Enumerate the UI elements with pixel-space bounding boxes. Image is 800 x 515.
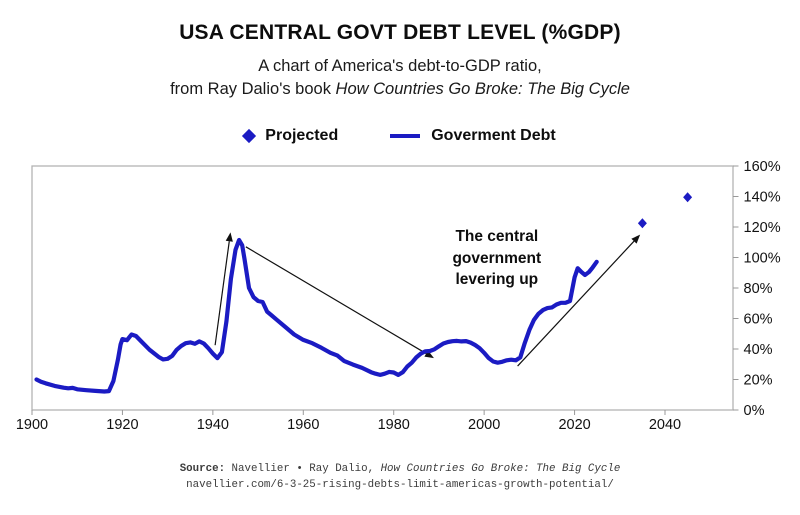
annotation-arrow-line (214, 241, 230, 346)
x-tick-label: 1920 (106, 417, 138, 433)
legend-item-projected: Projected (242, 127, 339, 145)
annotation-arrowhead (424, 350, 434, 359)
page-title: USA CENTRAL GOVT DEBT LEVEL (%GDP) (179, 21, 621, 44)
annotation-arrow-line (517, 240, 635, 367)
legend-label-government-debt: Goverment Debt (431, 127, 556, 144)
annotation-arrow-line (245, 246, 427, 355)
x-tick-label: 1960 (287, 417, 319, 433)
annotation-arrowhead (225, 232, 233, 242)
subtitle-line-2-text: from Ray Dalio's book (170, 80, 336, 98)
y-tick-label: 20% (744, 373, 773, 389)
source-text: Navellier • Ray Dalio, (225, 463, 381, 475)
x-tick-label: 2000 (468, 417, 500, 433)
subtitle-line-2: from Ray Dalio's book How Countries Go B… (0, 78, 800, 101)
source-label: Source: (179, 463, 226, 475)
annotation-arrowhead (631, 234, 641, 244)
legend-item-government-debt: Goverment Debt (390, 127, 556, 145)
source-line-2: navellier.com/6-3-25-rising-debts-limit-… (186, 479, 614, 491)
projected-point (637, 218, 647, 229)
x-tick-label: 2020 (558, 417, 590, 433)
annotation-line: levering up (455, 271, 539, 289)
source-line-1: Source: Navellier • Ray Dalio, How Count… (0, 461, 800, 477)
y-tick-label: 80% (744, 281, 773, 297)
source-note: Source: Navellier • Ray Dalio, How Count… (0, 461, 800, 493)
y-tick-label: 140% (744, 190, 781, 206)
annotation-line: government (452, 249, 542, 267)
annotation-line: The central (455, 228, 539, 246)
chart-subtitle: A chart of America's debt-to-GDP ratio, … (0, 55, 800, 101)
annotation-levering-up: The central government levering up (407, 226, 587, 291)
x-tick-label: 2040 (649, 417, 681, 433)
legend-label-projected: Projected (265, 127, 339, 144)
y-tick-label: 160% (744, 159, 781, 175)
debt-line-icon (390, 134, 421, 138)
government-debt-line (34, 237, 599, 394)
projected-point (683, 192, 693, 203)
x-tick-label: 1980 (378, 417, 410, 433)
subtitle-book-title: How Countries Go Broke: The Big Cycle (335, 80, 630, 98)
chart-legend: Projected Goverment Debt (0, 127, 800, 145)
source-book-title: How Countries Go Broke: The Big Cycle (380, 463, 621, 475)
y-tick-label: 60% (744, 312, 773, 328)
y-tick-label: 0% (744, 403, 765, 419)
y-tick-label: 40% (744, 342, 773, 358)
subtitle-line-1: A chart of America's debt-to-GDP ratio, (258, 57, 542, 75)
x-tick-label: 1940 (197, 417, 229, 433)
y-tick-label: 120% (744, 220, 781, 236)
y-tick-label: 100% (744, 251, 781, 267)
x-tick-label: 1900 (16, 417, 48, 433)
